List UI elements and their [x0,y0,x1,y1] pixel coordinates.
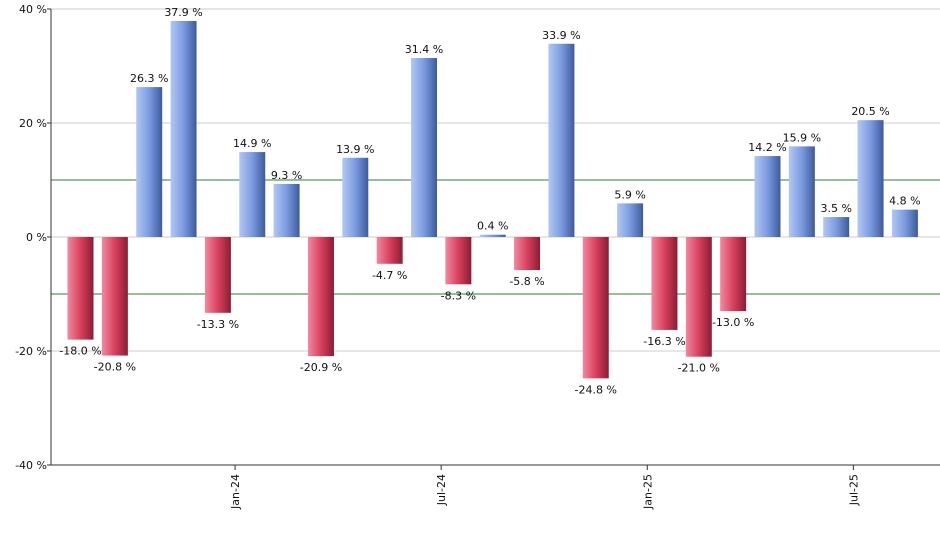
data-label: 4.8 % [889,195,920,208]
data-label: 13.9 % [336,143,374,156]
x-tick-label: Jan-25 [641,474,654,510]
bar [307,237,334,357]
data-label: -18.0 % [59,345,101,358]
bar [788,146,815,237]
y-tick-label: -40 % [15,459,47,472]
bar [136,87,163,237]
axes-layer: 40 % 20 % 0 % -20 % -40 % Jan-24 Jul-24 Jan-25 J… [15,3,940,510]
data-label: 26.3 % [130,72,168,85]
bar [582,237,609,379]
data-label: 31.4 % [405,43,443,56]
data-label: -21.0 % [678,362,720,375]
bars-layer [67,20,918,379]
data-label: -5.8 % [509,275,544,288]
data-label: -16.3 % [643,335,685,348]
bar [204,237,231,313]
bar [101,237,128,356]
data-label: -13.0 % [712,316,754,329]
data-label: -24.8 % [575,383,617,396]
bar [754,156,781,237]
bar [479,234,506,237]
bar [342,157,369,237]
data-label: -20.9 % [300,361,342,374]
bar [685,237,712,357]
data-label: -20.8 % [94,361,136,374]
data-label: 14.9 % [233,137,271,150]
data-label: -8.3 % [441,289,476,302]
data-labels-layer: -18.0 % -20.8 % 26.3 % 37.9 % -13.3 % 14.9 % 9… [59,6,920,396]
x-tick-label: Jul-24 [435,474,448,506]
y-tick-label: -20 % [15,345,47,358]
data-label: 20.5 % [851,105,889,118]
bar [170,20,197,237]
bar [376,237,403,264]
data-label: -4.7 % [372,269,407,282]
data-label: 33.9 % [542,29,580,42]
bar [514,237,541,271]
bar [720,237,747,312]
x-tick-label: Jan-24 [229,474,242,510]
data-label: 9.3 % [271,169,302,182]
bar [823,217,850,237]
y-tick-label: 20 % [19,117,47,130]
data-label: 37.9 % [164,6,202,19]
bar [273,183,300,237]
bar [67,237,94,340]
bar [651,237,678,330]
bar [239,152,266,237]
bar [548,43,575,237]
bar [411,58,437,237]
data-label: 3.5 % [820,202,851,215]
y-tick-label: 40 % [19,3,47,16]
data-label: -13.3 % [197,318,239,331]
bar [891,209,918,237]
y-tick-label: 0 % [26,231,47,244]
data-label: 5.9 % [614,188,645,201]
bar [857,120,884,237]
data-label: 15.9 % [783,131,821,144]
bar [617,203,644,237]
x-tick-label: Jul-25 [847,474,860,506]
data-label: 14.2 % [748,141,786,154]
data-label: 0.4 % [477,220,508,233]
bar [445,237,472,285]
